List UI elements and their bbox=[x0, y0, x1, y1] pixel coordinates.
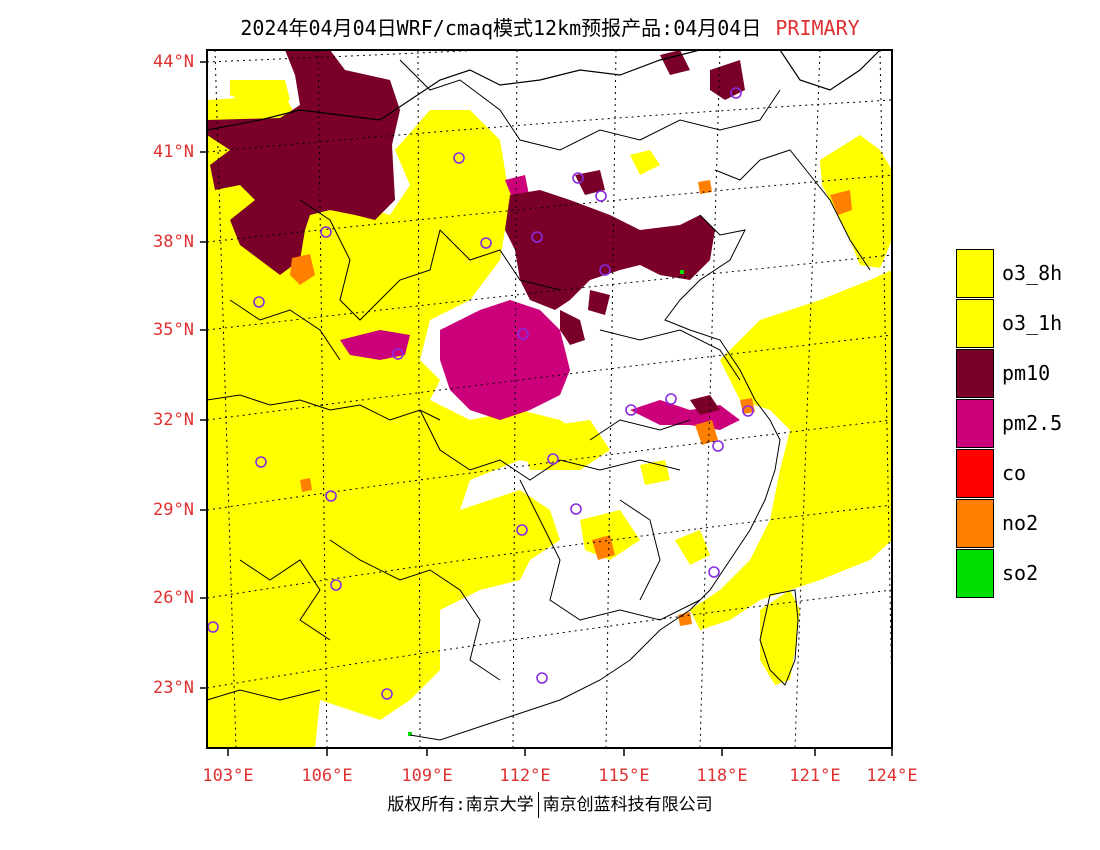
national-border bbox=[207, 50, 881, 131]
lat-label-26: 26°N bbox=[153, 588, 194, 608]
title-text: 2024年04月04日WRF/cmaq模式12km预报产品:04月04日 bbox=[240, 16, 762, 40]
city-markers bbox=[207, 87, 754, 700]
legend-swatch bbox=[956, 249, 994, 298]
lon-label-124: 124°E bbox=[866, 766, 918, 786]
graticule bbox=[207, 50, 892, 748]
lat-label-29: 29°N bbox=[153, 500, 194, 520]
legend-label: o3_8h bbox=[1002, 261, 1063, 285]
coastline bbox=[409, 149, 871, 741]
copyright-left: 版权所有:南京大学 bbox=[387, 795, 534, 815]
lon-label-103: 103°E bbox=[202, 766, 254, 786]
legend-label: pm10 bbox=[1002, 361, 1051, 385]
legend-label: no2 bbox=[1002, 511, 1039, 535]
legend-swatch bbox=[956, 349, 994, 398]
province-boundaries bbox=[207, 59, 781, 701]
lat-label-32: 32°N bbox=[153, 410, 194, 430]
map-frame bbox=[206, 49, 893, 749]
lon-label-115: 115°E bbox=[598, 766, 650, 786]
lon-label-106: 106°E bbox=[301, 766, 353, 786]
lat-label-38: 38°N bbox=[153, 232, 194, 252]
legend-swatch bbox=[956, 399, 994, 448]
so2-region bbox=[408, 270, 684, 736]
legend-label: pm2.5 bbox=[1002, 411, 1063, 435]
legend-swatch bbox=[956, 299, 994, 348]
lat-label-35: 35°N bbox=[153, 320, 194, 340]
lat-label-44: 44°N bbox=[153, 52, 194, 72]
map-title: 2024年04月04日WRF/cmaq模式12km预报产品:04月04日 PRIM… bbox=[0, 12, 1100, 41]
lon-label-112: 112°E bbox=[499, 766, 551, 786]
legend-label: so2 bbox=[1002, 561, 1039, 585]
legend-swatch bbox=[956, 499, 994, 548]
lat-label-23: 23°N bbox=[153, 678, 194, 698]
lon-label-121: 121°E bbox=[789, 766, 841, 786]
no2-region bbox=[290, 180, 852, 626]
copyright-footer: 版权所有:南京大学 南京创蓝科技有限公司 bbox=[0, 790, 1100, 818]
lon-label-118: 118°E bbox=[696, 766, 748, 786]
lat-label-41: 41°N bbox=[153, 142, 194, 162]
legend-label: o3_1h bbox=[1002, 311, 1063, 335]
title-tag: PRIMARY bbox=[775, 16, 860, 40]
legend-swatch bbox=[956, 549, 994, 598]
lon-label-109: 109°E bbox=[401, 766, 453, 786]
copyright-right: 南京创蓝科技有限公司 bbox=[542, 795, 713, 815]
axis-ticks bbox=[200, 61, 893, 756]
footer-divider bbox=[537, 792, 539, 818]
legend-swatch bbox=[956, 449, 994, 498]
legend-label: co bbox=[1002, 461, 1027, 485]
